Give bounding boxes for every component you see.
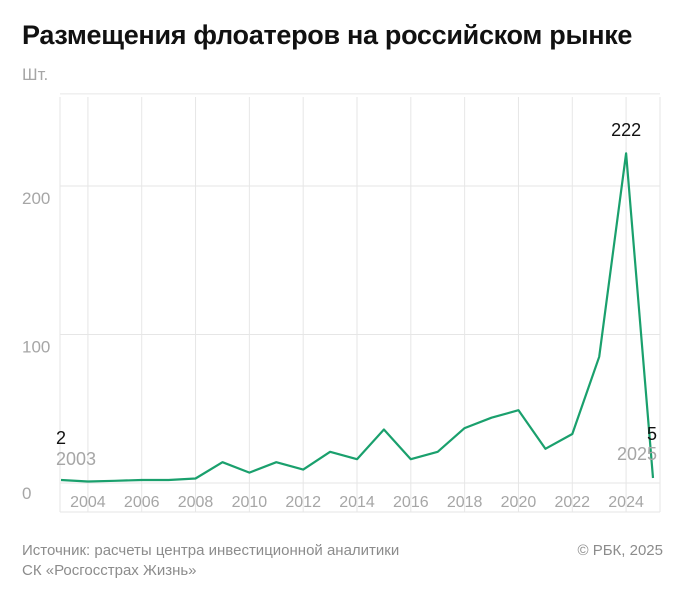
annotation-value-peak: 222 (611, 120, 641, 140)
y-tick-labels: 0 100 200 (22, 189, 50, 503)
annotation-value-2003: 2 (56, 428, 66, 448)
y-tick-label-200: 200 (22, 189, 50, 208)
y-tick-label-0: 0 (22, 484, 31, 503)
vertical-grid (59, 97, 661, 512)
x-tick-label-2024: 2024 (608, 494, 644, 511)
x-tick-labels: 2004 2006 2008 2010 2012 2014 2016 2018 2020 2022… (70, 494, 644, 511)
source-line-2: СК «Росгосстрах Жизнь» (22, 562, 197, 579)
y-tick-label-100: 100 (22, 338, 50, 357)
x-tick-label-2020: 2020 (501, 494, 537, 511)
chart-title: Размещения флоатеров на российском рынке (22, 20, 633, 50)
x-tick-label-2018: 2018 (447, 494, 483, 511)
x-tick-label-2006: 2006 (124, 494, 160, 511)
annotation-value-2025: 5 (647, 424, 657, 444)
annotation-year-2003: 2003 (56, 449, 96, 469)
annotation-year-2025: 2025 (617, 444, 657, 464)
horizontal-grid (60, 93, 660, 513)
x-tick-label-2012: 2012 (285, 494, 321, 511)
x-tick-label-2008: 2008 (178, 494, 214, 511)
copyright: © РБК, 2025 (577, 542, 663, 559)
source-note: Источник: расчеты центра инвестиционной … (22, 541, 399, 581)
y-axis-label: Шт. (22, 65, 48, 84)
x-tick-label-2016: 2016 (393, 494, 429, 511)
series-line (60, 152, 655, 483)
x-tick-label-2014: 2014 (339, 494, 375, 511)
x-tick-label-2004: 2004 (70, 494, 106, 511)
source-line-1: Источник: расчеты центра инвестиционной … (22, 542, 400, 559)
x-tick-label-2010: 2010 (232, 494, 268, 511)
x-tick-label-2022: 2022 (554, 494, 590, 511)
